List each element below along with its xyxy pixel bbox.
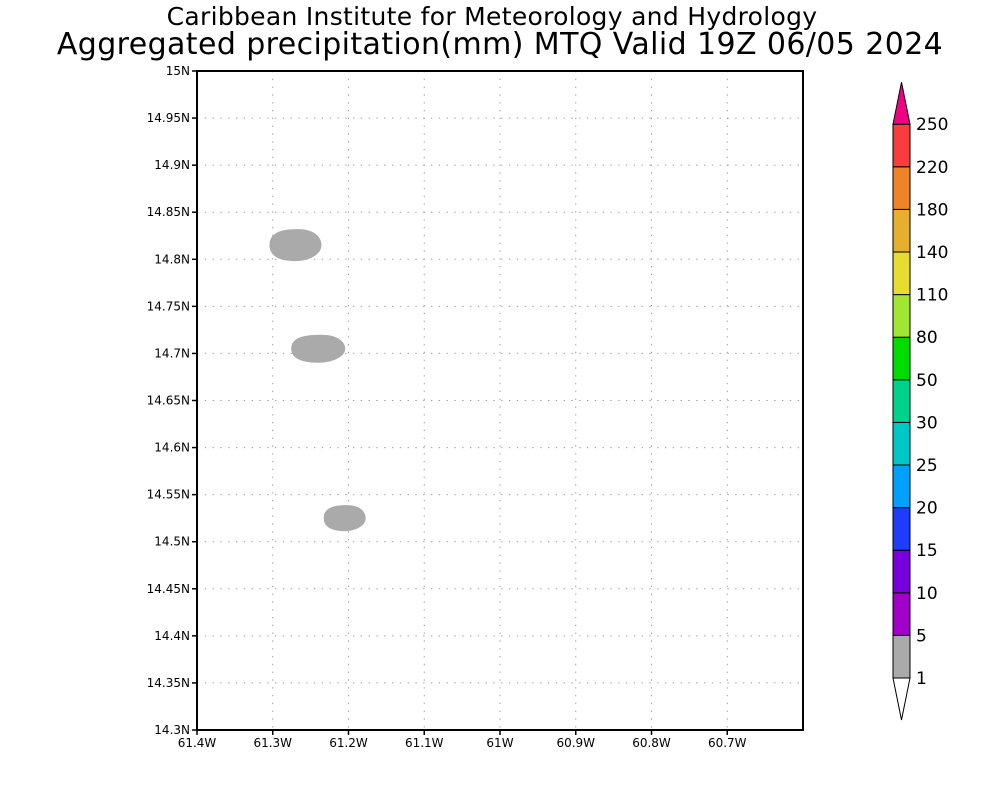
color-bar-segment (892, 208, 911, 253)
lat-tick-label: 14.8N (154, 252, 190, 266)
color-bar-label: 80 (916, 328, 938, 348)
lon-tick-label: 60.8W (632, 736, 671, 750)
color-bar-segment (892, 634, 911, 679)
lat-tick-label: 14.35N (147, 676, 190, 690)
color-bar-label: 1 (916, 669, 927, 689)
color-bar-segment (892, 251, 911, 296)
color-bar-below-triangle (892, 677, 911, 721)
color-bar-segment (892, 549, 911, 594)
lat-tick-label: 14.85N (147, 205, 190, 219)
color-bar-label: 50 (916, 371, 938, 391)
lat-tick-label: 14.3N (154, 723, 190, 737)
grid-lines (197, 71, 803, 730)
color-bar-above-triangle (892, 82, 911, 125)
lat-tick-label: 14.55N (147, 488, 190, 502)
lat-tick-label: 14.45N (147, 582, 190, 596)
color-bar-segment (892, 123, 911, 168)
color-bar-label: 15 (916, 541, 938, 561)
lat-tick-label: 14.65N (147, 394, 190, 408)
lat-tick-label: 14.95N (147, 111, 190, 125)
lat-tick-label: 14.7N (154, 346, 190, 360)
color-bar-label: 5 (916, 626, 927, 646)
color-bar-segment (892, 507, 911, 551)
product-title: Aggregated precipitation(mm) MTQ Valid 1… (56, 27, 944, 62)
color-bar-segment (892, 421, 911, 466)
lon-tick-label: 61.4W (178, 736, 217, 750)
color-bar-segment (892, 336, 911, 381)
color-bar-label: 10 (916, 584, 938, 604)
color-bar-label: 140 (916, 243, 948, 263)
color-bar-label: 220 (916, 158, 948, 178)
lat-tick-label: 15N (166, 64, 190, 78)
lat-tick-label: 14.75N (147, 299, 190, 313)
lon-tick-label: 61.1W (405, 736, 444, 750)
precip-area (291, 334, 346, 363)
color-bar-segment (892, 166, 911, 210)
color-bar-label: 30 (916, 413, 938, 433)
color-bar-label: 25 (916, 456, 938, 476)
lon-tick-label: 61.2W (329, 736, 368, 750)
lat-tick-label: 14.9N (154, 158, 190, 172)
color-bar-segment (892, 379, 911, 423)
lon-tick-label: 61.3W (253, 736, 292, 750)
color-bar-label: 20 (916, 499, 938, 519)
precip-area (269, 229, 322, 262)
color-bar-label: 250 (916, 115, 948, 135)
lat-tick-label: 14.6N (154, 441, 190, 455)
color-bar-segment (892, 294, 911, 338)
precip-area (323, 505, 366, 532)
color-bar-segment (892, 592, 911, 636)
lat-tick-label: 14.5N (154, 535, 190, 549)
institute-title: Caribbean Institute for Meteorology and … (166, 2, 818, 31)
color-bar-label: 180 (916, 200, 948, 220)
lon-tick-label: 61W (486, 736, 513, 750)
color-bar-segment (892, 464, 911, 509)
lon-tick-label: 60.9W (556, 736, 595, 750)
lon-tick-label: 60.7W (708, 736, 747, 750)
lat-tick-label: 14.4N (154, 629, 190, 643)
color-bar-label: 110 (916, 286, 948, 306)
